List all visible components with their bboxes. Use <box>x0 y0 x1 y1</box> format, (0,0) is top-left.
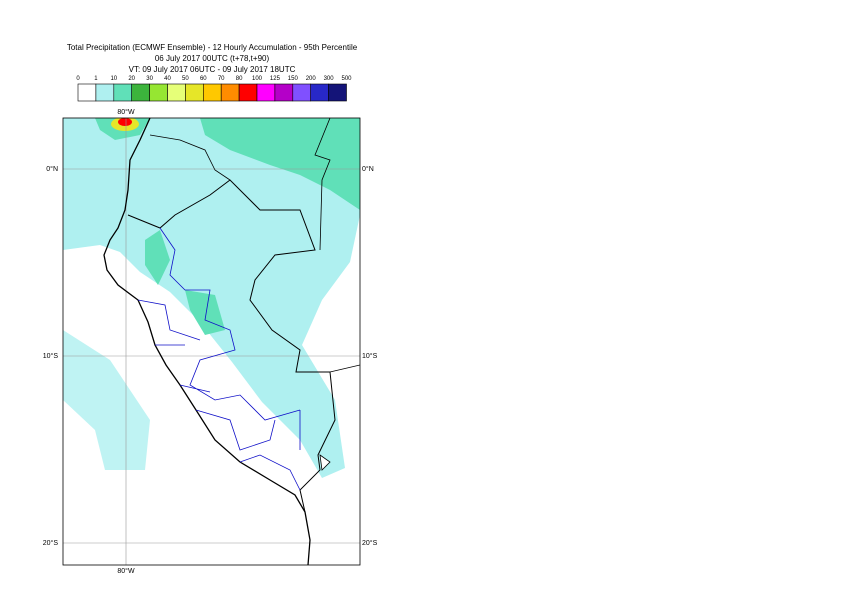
lat-label: 20°S <box>43 539 59 547</box>
lon-label: 80°W <box>117 108 135 116</box>
lat-label: 10°S <box>43 352 59 360</box>
lon-label: 80°W <box>117 567 135 575</box>
colorbar-label: 10 <box>110 76 117 82</box>
colorbar-label: 1 <box>94 76 98 82</box>
colorbar-box <box>149 83 168 102</box>
colorbar-box <box>113 83 133 102</box>
lat-label: 20°S <box>362 539 378 547</box>
colorbar-label: 0 <box>76 76 80 82</box>
valid-time: VT: 09 July 2017 06UTC - 09 July 2017 18… <box>129 65 296 74</box>
colorbar-box <box>256 83 276 102</box>
colorbar-label: 60 <box>200 76 207 82</box>
colorbar-box <box>292 83 311 102</box>
colorbar-box <box>310 83 329 102</box>
precip-area <box>118 118 132 126</box>
title: Total Precipitation (ECMWF Ensemble) - 1… <box>67 43 358 52</box>
coastline <box>103 118 311 565</box>
colorbar-box <box>95 83 115 102</box>
colorbar-label: 100 <box>252 76 263 82</box>
precip-area <box>145 230 170 285</box>
colorbar-box <box>185 83 204 102</box>
subtitle: 06 July 2017 00UTC (t+78,t+90) <box>155 54 270 63</box>
colorbar-box <box>238 83 258 102</box>
map-frame <box>62 117 361 566</box>
colorbar-label: 20 <box>128 76 135 82</box>
colorbar-label: 70 <box>218 76 225 82</box>
colorbar-box <box>77 83 97 102</box>
colorbar-label: 50 <box>182 76 189 82</box>
country-border <box>127 179 336 513</box>
colorbar-label: 500 <box>341 76 352 82</box>
region-border <box>137 227 301 491</box>
colorbar-box <box>328 83 347 102</box>
colorbar-label: 30 <box>146 76 153 82</box>
precip-area <box>200 118 360 210</box>
colorbar: 0 1 10 20 30 40 50 60 70 80 100 125 150 200 300 500 <box>76 76 352 102</box>
colorbar-label: 125 <box>270 76 281 82</box>
colorbar-label: 80 <box>236 76 243 82</box>
colorbar-box <box>131 83 150 102</box>
colorbar-label: 150 <box>288 76 299 82</box>
colorbar-label: 300 <box>324 76 335 82</box>
lat-label: 0°N <box>46 165 58 173</box>
colorbar-box <box>274 83 294 102</box>
colorbar-box <box>167 83 186 102</box>
lat-label: 10°S <box>362 352 378 360</box>
country-border <box>149 118 360 373</box>
lat-label: 0°N <box>362 165 374 173</box>
precip-area <box>63 330 150 470</box>
map <box>63 118 360 565</box>
colorbar-label: 40 <box>164 76 171 82</box>
colorbar-box <box>220 83 240 102</box>
colorbar-label: 200 <box>306 76 317 82</box>
colorbar-box <box>203 83 222 102</box>
lake <box>319 454 331 471</box>
